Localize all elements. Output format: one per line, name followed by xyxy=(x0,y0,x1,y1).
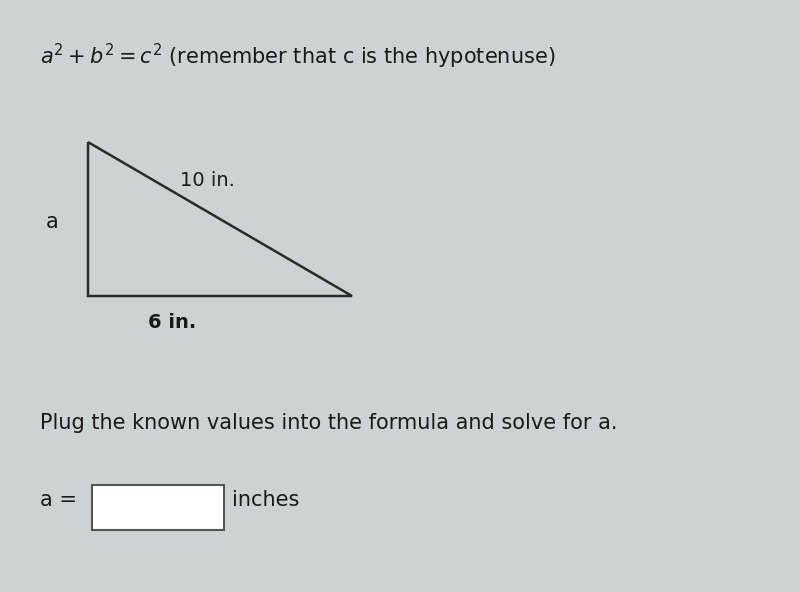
Text: 6 in.: 6 in. xyxy=(148,313,196,332)
Text: inches: inches xyxy=(232,490,299,510)
Text: a: a xyxy=(46,212,58,232)
Text: Plug the known values into the formula and solve for a.: Plug the known values into the formula a… xyxy=(40,413,618,433)
Text: $a^2 + b^2 = c^2$ (remember that c is the hypotenuse): $a^2 + b^2 = c^2$ (remember that c is th… xyxy=(40,41,555,70)
Text: 10 in.: 10 in. xyxy=(180,171,235,190)
Text: a =: a = xyxy=(40,490,77,510)
FancyBboxPatch shape xyxy=(92,485,224,530)
